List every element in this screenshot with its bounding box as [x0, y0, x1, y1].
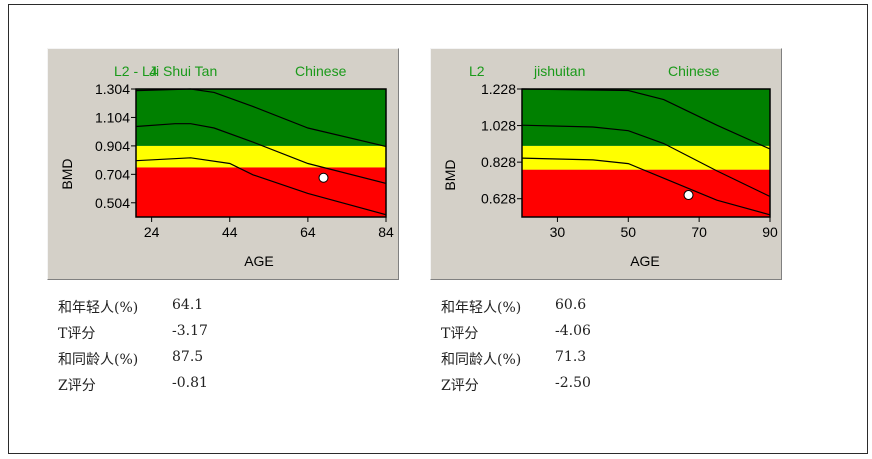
y-tick-label: 1.304: [95, 81, 130, 97]
band-yellow: [136, 145, 386, 168]
chart-header-site: L2 - L4: [114, 63, 158, 79]
stat-value: 87.5: [172, 349, 204, 365]
x-axis-label: AGE: [630, 253, 660, 269]
stat-value: 60.6: [555, 297, 587, 313]
x-tick-label: 50: [620, 224, 636, 240]
y-tick-label: 0.628: [481, 191, 516, 207]
patient-marker: [683, 190, 694, 201]
x-tick-label: 90: [762, 224, 778, 240]
x-tick-label: 84: [378, 224, 394, 240]
plot-area: 1.304 1.104 0.904 0.704 0.504 24 44 64 84: [95, 81, 394, 240]
x-tick-label: 44: [222, 224, 238, 240]
stat-label: T评分: [58, 326, 96, 342]
stat-label: T评分: [441, 326, 479, 342]
y-tick-label: 0.828: [481, 154, 516, 170]
y-tick-label: 0.704: [95, 166, 130, 182]
stat-value: -2.50: [555, 375, 591, 391]
x-tick-label: 64: [300, 224, 316, 240]
band-red: [136, 167, 386, 217]
y-axis-label: BMD: [59, 158, 75, 189]
stat-value: -0.81: [172, 375, 208, 391]
reference-curve-3: [521, 157, 771, 216]
stat-label: 和年轻人(%): [58, 300, 139, 316]
reference-curve-2: [521, 124, 771, 198]
y-tick-label: 0.504: [95, 195, 130, 211]
band-green: [522, 89, 770, 146]
y-tick-label: 1.228: [481, 81, 516, 97]
stat-label: 和同龄人(%): [58, 352, 139, 368]
stat-value: -4.06: [555, 323, 591, 339]
stat-value: 71.3: [555, 349, 587, 365]
bmd-chart-panel-lumbar-l2-l4: L2 - L4 Ji Shui Tan Chinese 1.304 1.104 0.…: [47, 48, 399, 280]
chart-header-population: Chinese: [668, 63, 720, 79]
reference-curve-1: [521, 88, 771, 150]
chart-header-database: jishuitan: [533, 63, 585, 79]
stat-value: -3.17: [172, 323, 208, 339]
stat-label: 和同龄人(%): [441, 352, 522, 368]
plot-border: [521, 88, 771, 218]
reference-curve-3: [135, 157, 387, 216]
stat-value: 64.1: [172, 297, 204, 313]
plot-area: 1.228 1.028 0.828 0.628 30 50 70 90: [481, 81, 778, 240]
stat-label: Z评分: [58, 378, 96, 394]
plot-border: [135, 88, 387, 218]
reference-curve-2: [135, 123, 387, 184]
stat-label: 和年轻人(%): [441, 300, 522, 316]
y-tick-label: 1.028: [481, 118, 516, 134]
bmd-chart-panel-l2: L2 jishuitan Chinese 1.228 1.028 0.828 0.62…: [430, 48, 782, 280]
x-axis-label: AGE: [244, 253, 274, 269]
bmd-chart-l2: L2 jishuitan Chinese 1.228 1.028 0.828 0.62…: [442, 63, 778, 269]
chart-header-database: Ji Shui Tan: [149, 63, 217, 79]
chart-header-site: L2: [469, 63, 485, 79]
x-tick-label: 30: [550, 224, 566, 240]
y-tick-label: 1.104: [95, 109, 130, 125]
band-yellow: [522, 145, 770, 170]
x-tick-label: 70: [691, 224, 707, 240]
bmd-chart-lumbar-l2-l4: L2 - L4 Ji Shui Tan Chinese 1.304 1.104 0.…: [59, 63, 394, 269]
chart-header-population: Chinese: [295, 63, 347, 79]
x-tick-label: 24: [144, 224, 160, 240]
y-tick-label: 0.904: [95, 138, 130, 154]
y-axis-label: BMD: [442, 159, 458, 190]
band-red: [522, 169, 770, 217]
patient-marker: [318, 172, 329, 183]
stat-label: Z评分: [441, 378, 479, 394]
